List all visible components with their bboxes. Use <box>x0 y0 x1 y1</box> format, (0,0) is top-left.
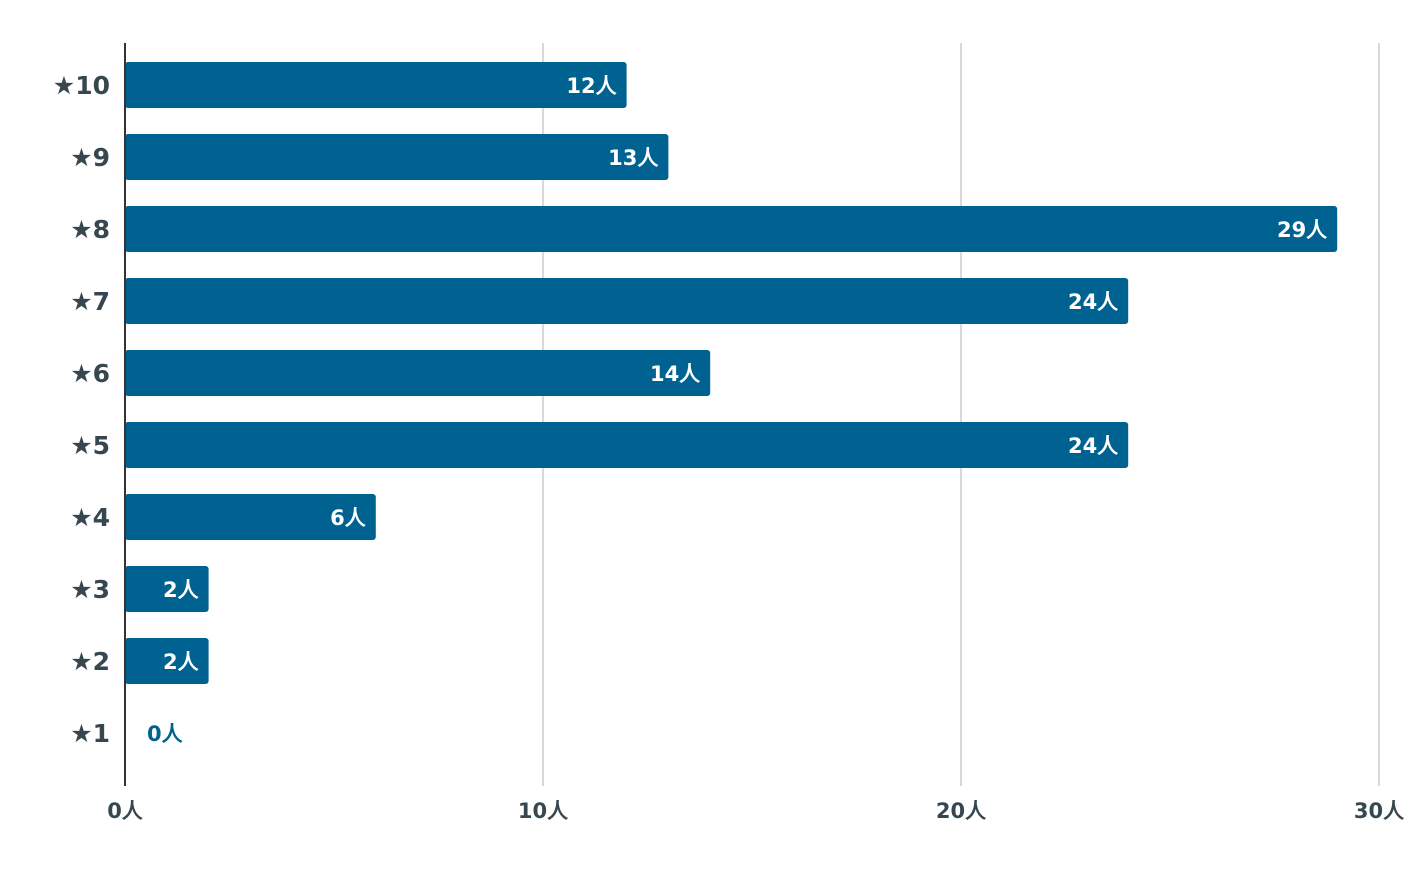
bar-value-label: 6人 <box>330 506 366 530</box>
x-tick-label: 10人 <box>518 799 568 823</box>
bar-value-label: 2人 <box>163 650 199 674</box>
bar <box>125 638 209 684</box>
bar-value-label: 29人 <box>1277 218 1327 242</box>
bar-value-label: 24人 <box>1068 434 1118 458</box>
label-layer: ★10 12人 ★9 13人 ★8 29人 ★7 24人 ★6 14人 ★5 24人 ★4 6人 ★3 2人 ★… <box>53 71 1327 748</box>
bar-value-label: 12人 <box>566 74 616 98</box>
category-label: ★4 <box>70 503 110 532</box>
category-label: ★9 <box>70 143 110 172</box>
category-label: ★1 <box>70 719 110 748</box>
x-tick-label: 20人 <box>936 799 986 823</box>
bar <box>125 494 376 540</box>
bar-value-label: 14人 <box>650 362 700 386</box>
bar-value-label: 0人 <box>147 722 183 746</box>
bar-value-label: 13人 <box>608 146 658 170</box>
bar <box>125 278 1129 324</box>
category-label: ★3 <box>70 575 110 604</box>
category-label: ★5 <box>70 431 110 460</box>
bar <box>125 422 1129 468</box>
category-label: ★7 <box>70 287 110 316</box>
bar <box>125 206 1338 252</box>
category-label: ★2 <box>70 647 110 676</box>
x-tick-label: 0人 <box>107 799 143 823</box>
axis-layer: 0人 10人 20人 30人 <box>107 43 1404 823</box>
bar-value-label: 2人 <box>163 578 199 602</box>
category-label: ★10 <box>53 71 110 100</box>
category-label: ★6 <box>70 359 110 388</box>
bar <box>125 62 627 108</box>
bar <box>125 350 711 396</box>
bar <box>125 566 209 612</box>
bar-value-label: 24人 <box>1068 290 1118 314</box>
bar <box>125 134 669 180</box>
bar-layer <box>125 62 1338 684</box>
x-tick-label: 30人 <box>1354 799 1404 823</box>
category-label: ★8 <box>70 215 110 244</box>
